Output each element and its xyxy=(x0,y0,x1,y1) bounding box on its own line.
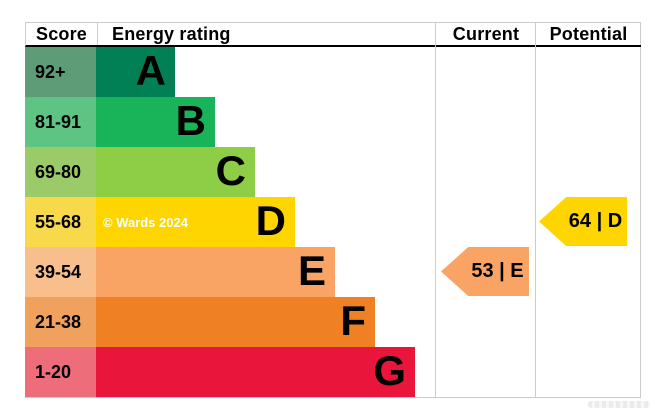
band-score-range: 69-80 xyxy=(25,147,96,197)
header-energy-rating: Energy rating xyxy=(112,23,231,44)
band-bar: G xyxy=(96,347,415,397)
band-letter: G xyxy=(373,347,406,394)
band-letter: D xyxy=(255,197,286,244)
band-row: 39-54 E xyxy=(25,247,640,297)
potential-column-divider xyxy=(535,23,536,397)
band-row: 69-80 C xyxy=(25,147,640,197)
band-letter: C xyxy=(215,147,246,194)
band-row: 81-91 B xyxy=(25,97,640,147)
potential-rating-label: 64 | D xyxy=(568,210,623,232)
band-bar: F xyxy=(96,297,375,347)
band-row: 55-68 D xyxy=(25,197,640,247)
band-row: 1-20 G xyxy=(25,347,640,397)
band-letter: E xyxy=(297,247,326,294)
band-letter: A xyxy=(135,47,166,94)
band-letter: F xyxy=(340,297,366,344)
band-bar: B xyxy=(96,97,215,147)
band-bar: E xyxy=(96,247,335,297)
band-score-range: 55-68 xyxy=(25,197,96,247)
band-bar: D xyxy=(96,197,295,247)
band-score-range: 81-91 xyxy=(25,97,96,147)
header-current: Current xyxy=(452,23,520,44)
band-letter: B xyxy=(175,97,206,144)
band-bar: C xyxy=(96,147,255,197)
table-header: Score Energy rating Current Potential xyxy=(25,23,641,47)
band-score-range: 92+ xyxy=(25,47,96,97)
band-score-range: 39-54 xyxy=(25,247,96,297)
band-score-range: 21-38 xyxy=(25,297,96,347)
faint-corner-watermark xyxy=(588,401,650,408)
current-rating-label: 53 | E xyxy=(471,260,524,282)
band-bar: A xyxy=(96,47,175,97)
band-row: 92+ A xyxy=(25,47,640,97)
band-score-range: 1-20 xyxy=(25,347,96,397)
band-rows: 92+ A 81-91 B 69-80 C 55-68 D 39-54 E 21… xyxy=(25,47,640,397)
header-score: Score xyxy=(26,23,98,45)
band-row: 21-38 F xyxy=(25,297,640,347)
current-column-divider xyxy=(435,23,436,397)
header-potential: Potential xyxy=(549,23,628,44)
epc-rating-chart: Score Energy rating Current Potential 92… xyxy=(25,22,641,398)
